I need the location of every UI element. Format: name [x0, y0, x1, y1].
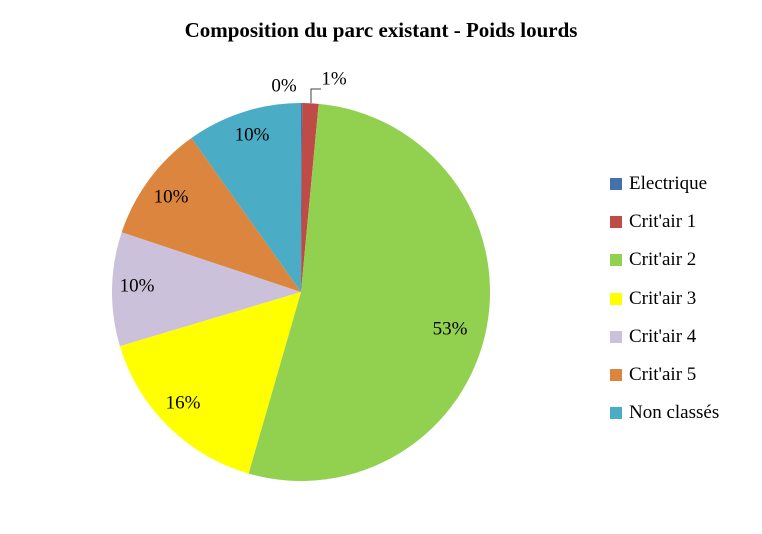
pie-slice-7 [191, 103, 301, 292]
legend-label: Non classés [629, 402, 720, 424]
legend-swatch [610, 178, 622, 191]
data-label-6: 10% [154, 186, 189, 207]
data-label-2: 1% [321, 68, 347, 89]
data-label-7: 10% [235, 124, 270, 145]
legend-swatch [610, 216, 622, 229]
pie-slice-6 [121, 137, 301, 292]
legend-swatch [610, 292, 622, 305]
legend-label: Crit'air 3 [629, 287, 697, 309]
legend-item-7: Non classés [610, 394, 719, 432]
pie-slice-2 [301, 103, 319, 292]
leader-line [310, 88, 321, 103]
legend-item-5: Crit'air 4 [610, 318, 719, 356]
data-label-5: 10% [120, 275, 155, 296]
legend-swatch [610, 254, 622, 267]
legend-label: Crit'air 4 [629, 325, 697, 347]
legend-item-1: Electrique [610, 165, 719, 203]
pie-slice-5 [111, 232, 302, 347]
chart-legend: Electrique Crit'air 1 Crit'air 2 Crit'air 3… [610, 165, 719, 432]
legend-label: Crit'air 1 [629, 211, 697, 233]
legend-swatch [610, 330, 622, 343]
legend-swatch [610, 369, 622, 382]
legend-label: Crit'air 2 [629, 249, 697, 271]
legend-label: Crit'air 5 [629, 364, 697, 386]
pie-slice-3 [248, 103, 491, 482]
data-label-4: 16% [166, 392, 201, 413]
pie-slice-4 [119, 292, 301, 474]
chart-title: Composition du parc existant - Poids lou… [184, 18, 578, 42]
legend-item-6: Crit'air 5 [610, 356, 719, 394]
data-label-3: 53% [433, 318, 468, 339]
pie-slice-1 [301, 102, 303, 293]
legend-item-4: Crit'air 3 [610, 280, 719, 318]
legend-swatch [610, 407, 622, 420]
legend-label: Electrique [629, 173, 708, 195]
legend-item-2: Crit'air 1 [610, 203, 719, 241]
legend-item-3: Crit'air 2 [610, 241, 719, 279]
data-label-1: 0% [271, 75, 297, 96]
